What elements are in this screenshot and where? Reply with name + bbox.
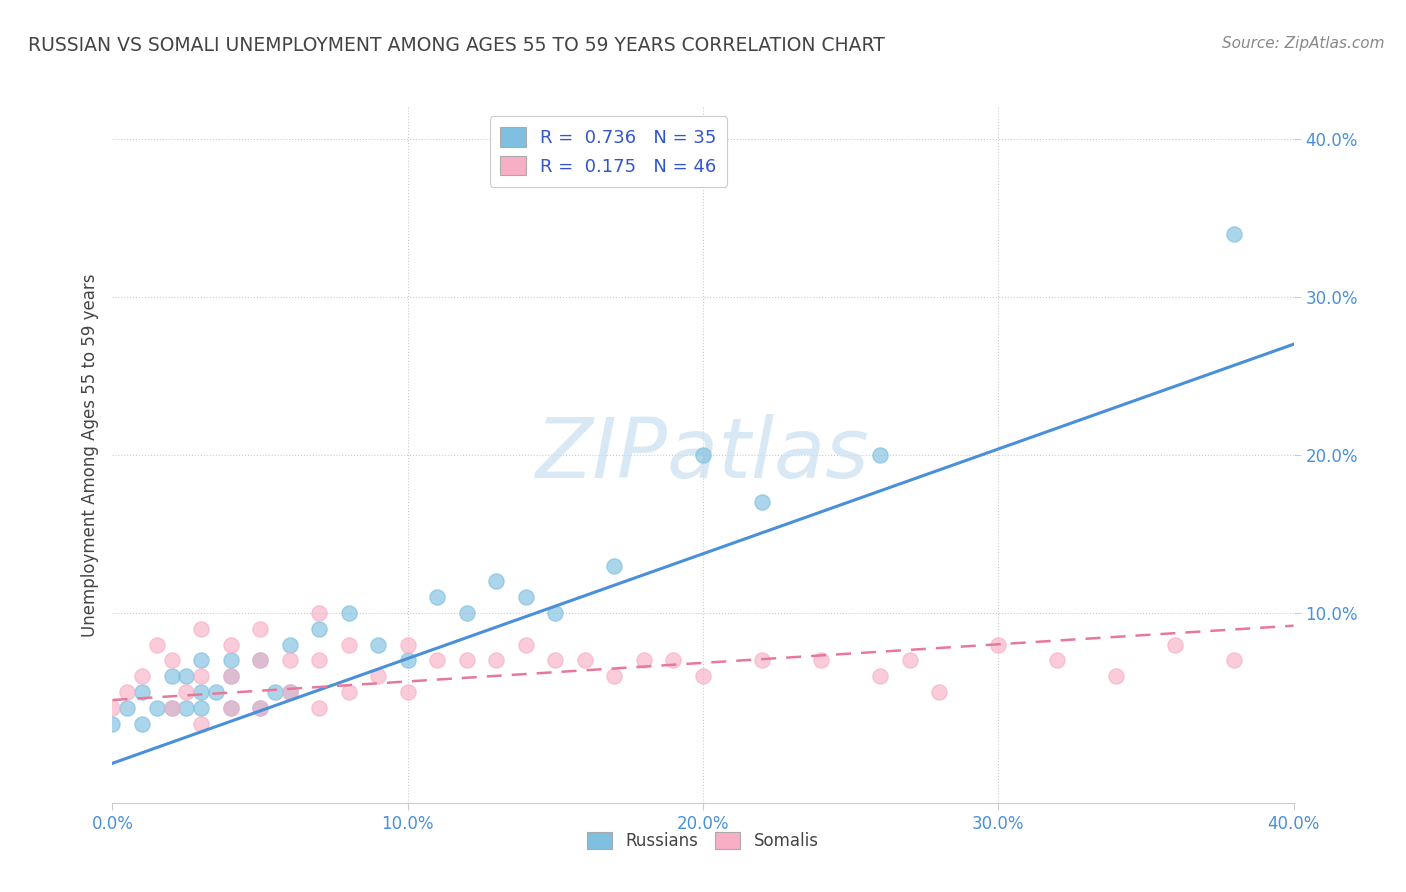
Point <box>160 669 183 683</box>
Point <box>396 653 419 667</box>
Point <box>751 653 773 667</box>
Point <box>692 669 714 683</box>
Point <box>1223 653 1246 667</box>
Point <box>603 669 626 683</box>
Point <box>869 669 891 683</box>
Legend: Russians, Somalis: Russians, Somalis <box>581 826 825 857</box>
Point <box>117 685 138 699</box>
Point <box>367 669 389 683</box>
Point <box>426 591 449 605</box>
Point <box>249 701 271 715</box>
Point <box>278 638 301 652</box>
Point <box>337 685 360 699</box>
Point <box>264 685 287 699</box>
Point <box>249 653 271 667</box>
Point <box>692 448 714 462</box>
Point <box>278 653 301 667</box>
Point <box>337 638 360 652</box>
Point <box>898 653 921 667</box>
Point <box>205 685 228 699</box>
Point <box>1046 653 1069 667</box>
Point <box>278 685 301 699</box>
Point <box>146 638 169 652</box>
Point <box>396 638 419 652</box>
Point <box>174 669 197 683</box>
Point <box>987 638 1010 652</box>
Point <box>308 622 330 636</box>
Point <box>190 701 212 715</box>
Point <box>603 558 626 573</box>
Point <box>633 653 655 667</box>
Point <box>308 701 330 715</box>
Point <box>456 653 478 667</box>
Point <box>190 622 212 636</box>
Point <box>131 716 153 731</box>
Point <box>544 606 567 620</box>
Point <box>396 685 419 699</box>
Point <box>219 669 242 683</box>
Point <box>249 622 271 636</box>
Point <box>190 716 212 731</box>
Text: RUSSIAN VS SOMALI UNEMPLOYMENT AMONG AGES 55 TO 59 YEARS CORRELATION CHART: RUSSIAN VS SOMALI UNEMPLOYMENT AMONG AGE… <box>28 36 884 54</box>
Point <box>146 701 169 715</box>
Point <box>174 685 197 699</box>
Point <box>190 669 212 683</box>
Point <box>485 653 508 667</box>
Point <box>1105 669 1128 683</box>
Point <box>160 653 183 667</box>
Point <box>485 574 508 589</box>
Point <box>515 591 537 605</box>
Point <box>337 606 360 620</box>
Point <box>810 653 832 667</box>
Point <box>190 685 212 699</box>
Point <box>456 606 478 620</box>
Point <box>869 448 891 462</box>
Point <box>544 653 567 667</box>
Point <box>1164 638 1187 652</box>
Point <box>219 638 242 652</box>
Text: ZIPatlas: ZIPatlas <box>536 415 870 495</box>
Point <box>160 701 183 715</box>
Point <box>219 701 242 715</box>
Point <box>117 701 138 715</box>
Point <box>515 638 537 652</box>
Point <box>367 638 389 652</box>
Point <box>1223 227 1246 241</box>
Point <box>278 685 301 699</box>
Point <box>174 701 197 715</box>
Point <box>101 701 124 715</box>
Text: Source: ZipAtlas.com: Source: ZipAtlas.com <box>1222 36 1385 51</box>
Point <box>219 669 242 683</box>
Point <box>426 653 449 667</box>
Point <box>160 701 183 715</box>
Point <box>928 685 950 699</box>
Point <box>249 701 271 715</box>
Point <box>308 606 330 620</box>
Point <box>131 685 153 699</box>
Point <box>751 495 773 509</box>
Point <box>190 653 212 667</box>
Point <box>219 653 242 667</box>
Point <box>249 653 271 667</box>
Point <box>101 716 124 731</box>
Point <box>662 653 685 667</box>
Point <box>219 701 242 715</box>
Point <box>308 653 330 667</box>
Point <box>131 669 153 683</box>
Point <box>574 653 596 667</box>
Y-axis label: Unemployment Among Ages 55 to 59 years: Unemployment Among Ages 55 to 59 years <box>80 273 98 637</box>
